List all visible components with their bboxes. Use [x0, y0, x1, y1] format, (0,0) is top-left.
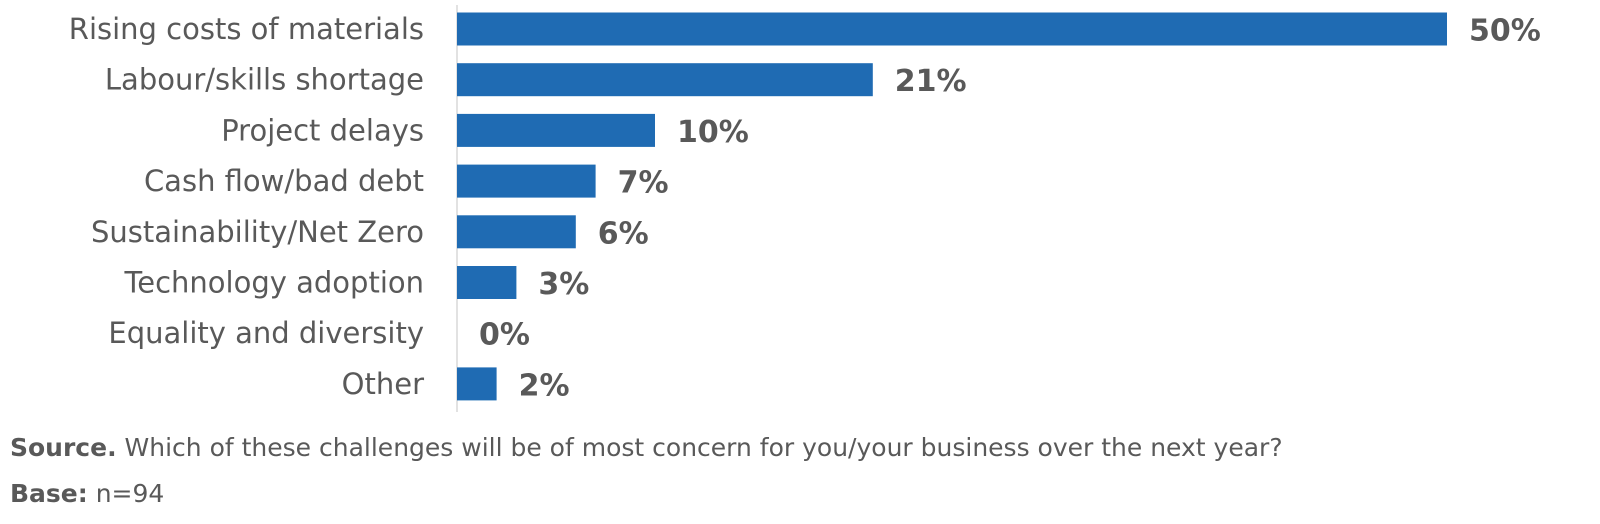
category-label: Sustainability/Net Zero	[91, 215, 424, 249]
source-note: Source. Which of these challenges will b…	[10, 433, 1283, 462]
bar	[457, 63, 873, 97]
bar	[457, 367, 497, 401]
value-label: 21%	[895, 64, 967, 99]
value-label: 3%	[538, 267, 589, 302]
bar	[457, 215, 576, 249]
category-label: Rising costs of materials	[69, 12, 424, 46]
bar	[457, 266, 517, 299]
category-label: Labour/skills shortage	[105, 63, 424, 97]
base-label: Base:	[10, 479, 88, 508]
bars-group: Rising costs of materials 50% Labour/skill…	[69, 12, 1541, 403]
value-label: 7%	[618, 166, 669, 201]
value-label: 10%	[677, 115, 749, 150]
bar	[457, 113, 655, 147]
value-label: 6%	[598, 216, 649, 251]
category-label: Other	[342, 367, 424, 401]
category-label: Technology adoption	[123, 266, 424, 300]
value-label: 2%	[519, 368, 570, 403]
value-label: 0%	[479, 318, 530, 353]
bar-chart: Rising costs of materials 50% Labour/skill…	[69, 5, 1541, 412]
base-note: Base: n=94	[10, 479, 164, 508]
category-label: Equality and diversity	[108, 316, 424, 350]
bar	[457, 164, 596, 198]
source-text: Which of these challenges will be of mos…	[116, 433, 1283, 462]
source-label: Source.	[10, 433, 117, 462]
value-label: 50%	[1469, 14, 1541, 49]
bar	[457, 12, 1447, 46]
base-text: n=94	[87, 479, 165, 508]
category-label: Project delays	[221, 113, 424, 147]
category-label: Cash flow/bad debt	[144, 164, 424, 198]
